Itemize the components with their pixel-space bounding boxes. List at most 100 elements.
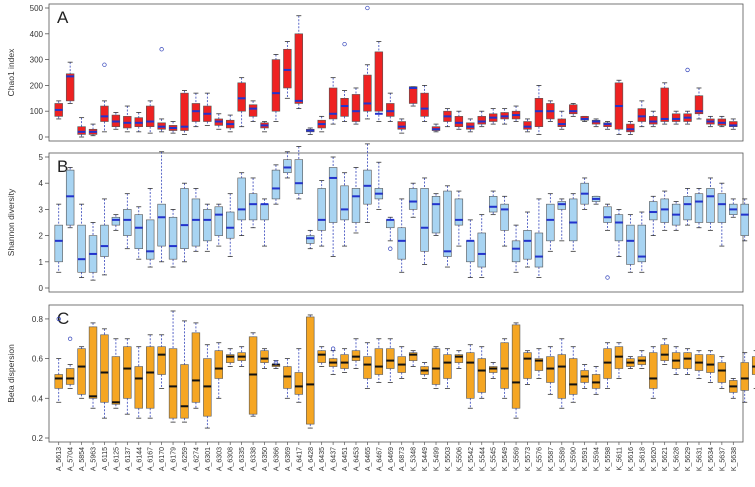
box-A_6369 bbox=[283, 358, 292, 399]
box-K_5616 bbox=[626, 214, 635, 273]
box-iqr bbox=[546, 203, 555, 242]
box-A_5704 bbox=[65, 336, 75, 389]
x-tick-label: A_6369 bbox=[285, 447, 292, 471]
box-A_6170 bbox=[157, 334, 166, 389]
box-K_5549 bbox=[500, 108, 509, 125]
box-iqr bbox=[100, 105, 109, 122]
box-iqr bbox=[408, 352, 418, 361]
box-iqr bbox=[717, 362, 727, 383]
box-iqr bbox=[351, 188, 361, 223]
box-iqr bbox=[637, 224, 647, 263]
box-iqr bbox=[340, 185, 349, 221]
box-A_5854 bbox=[77, 346, 86, 399]
y-tick-label: 4 bbox=[39, 179, 44, 188]
box-A_6167 bbox=[145, 188, 155, 268]
box-iqr bbox=[420, 188, 429, 252]
box-iqr bbox=[374, 51, 384, 112]
x-tick-label: A_6115 bbox=[102, 447, 109, 471]
box-A_6453 bbox=[351, 338, 361, 369]
box-K_5594 bbox=[591, 195, 601, 205]
box-A_6338 bbox=[248, 177, 258, 229]
box-K_5620 bbox=[649, 346, 658, 399]
box-A_6350 bbox=[260, 198, 269, 247]
x-tick-label: A_6125 bbox=[113, 447, 120, 471]
box-iqr bbox=[488, 196, 498, 213]
box-A_5854 bbox=[77, 203, 86, 278]
box-K_5616 bbox=[626, 356, 635, 369]
box-K_5611 bbox=[614, 208, 624, 257]
box-iqr bbox=[65, 169, 75, 226]
y-tick-label: 1 bbox=[39, 258, 44, 267]
box-A_6469 bbox=[386, 338, 395, 383]
box-A_6301 bbox=[203, 344, 212, 429]
box-iqr bbox=[694, 193, 704, 223]
y-tick-label: 300 bbox=[30, 56, 44, 65]
box-A_6259 bbox=[180, 320, 189, 423]
box-K_5544 bbox=[477, 110, 486, 128]
box-iqr bbox=[54, 374, 63, 389]
box-K_5348 bbox=[408, 86, 418, 107]
x-tick-label: A_6179 bbox=[171, 447, 178, 471]
box-iqr bbox=[283, 159, 292, 174]
y-tick-label: 3 bbox=[39, 205, 44, 214]
box-K_5506 bbox=[454, 110, 464, 130]
box-K_5628 bbox=[671, 346, 681, 375]
box-K_5637 bbox=[717, 182, 727, 247]
y-tick-label: 0.8 bbox=[32, 315, 44, 324]
box-A_6308 bbox=[226, 348, 235, 367]
box-iqr bbox=[534, 232, 544, 268]
box-iqr bbox=[248, 193, 258, 221]
box-iqr bbox=[111, 216, 121, 226]
box-iqr bbox=[271, 169, 281, 200]
box-A_6170 bbox=[157, 151, 166, 263]
panel-b: 0 1 2 3 4 5 Shannon diversity B bbox=[6, 143, 749, 293]
x-tick-label: K_5634 bbox=[708, 447, 715, 471]
box-iqr bbox=[77, 224, 86, 273]
box-K_5499 bbox=[431, 193, 441, 237]
box-iqr bbox=[294, 33, 304, 104]
panel-label: A bbox=[57, 8, 69, 27]
box-A_6437 bbox=[328, 346, 338, 375]
box-iqr bbox=[317, 188, 326, 231]
box-A_6274 bbox=[191, 92, 201, 128]
box-iqr bbox=[683, 352, 692, 369]
box-A_6338 bbox=[248, 332, 258, 417]
box-K_5506 bbox=[454, 350, 464, 369]
box-K_5348 bbox=[408, 350, 418, 367]
outlier-point bbox=[159, 47, 164, 52]
box-K_5503 bbox=[443, 185, 452, 268]
box-K_5544 bbox=[477, 346, 486, 399]
x-tick-label: K_5590 bbox=[571, 447, 578, 471]
outlier-point bbox=[365, 5, 370, 11]
box-A_6366 bbox=[271, 360, 281, 369]
y-tick-label: 0 bbox=[39, 133, 44, 142]
box-iqr bbox=[237, 177, 246, 221]
box-A_6467 bbox=[374, 161, 384, 210]
box-K_5628 bbox=[671, 201, 681, 231]
box-K_5620 bbox=[649, 110, 658, 128]
box-iqr bbox=[511, 324, 521, 409]
box-iqr bbox=[168, 348, 178, 419]
box-undefined bbox=[751, 350, 755, 389]
box-A_5704 bbox=[65, 61, 75, 104]
box-iqr bbox=[214, 350, 223, 379]
box-iqr bbox=[637, 108, 647, 122]
box-K_5545 bbox=[488, 362, 498, 379]
box-K_5506 bbox=[454, 190, 464, 247]
box-iqr bbox=[454, 116, 464, 127]
x-tick-label: K_5591 bbox=[582, 447, 589, 471]
x-tick-label: A_5963 bbox=[91, 447, 98, 471]
box-iqr bbox=[397, 227, 406, 260]
x-tick-label: K_5542 bbox=[468, 447, 475, 471]
box-A_6873 bbox=[397, 346, 406, 379]
box-A_6125 bbox=[111, 214, 121, 231]
box-iqr bbox=[328, 167, 338, 223]
box-K_5637 bbox=[717, 115, 727, 128]
box-iqr bbox=[203, 209, 212, 242]
box-iqr bbox=[500, 342, 509, 389]
box-A_6417 bbox=[294, 348, 304, 403]
box-iqr bbox=[180, 92, 189, 131]
box-A_6308 bbox=[226, 193, 235, 257]
box-K_5589 bbox=[557, 110, 566, 130]
